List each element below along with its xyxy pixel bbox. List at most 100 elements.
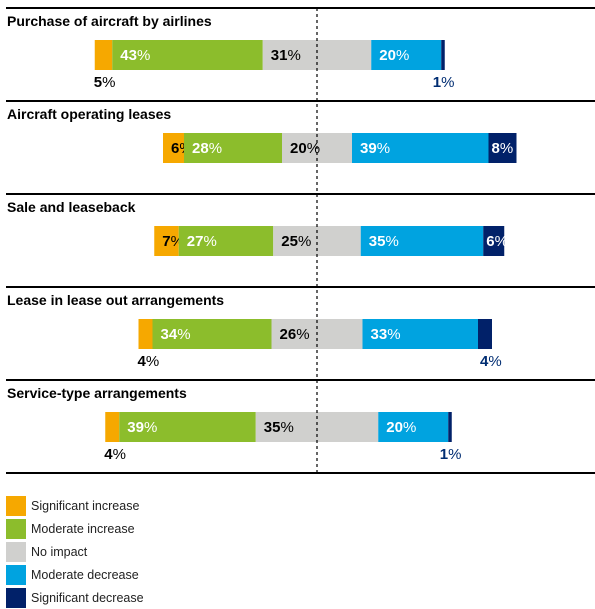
data-label-number: 4: [104, 446, 113, 463]
data-label-number: 43: [120, 47, 137, 64]
bar-moderate-increase: [184, 133, 282, 163]
data-label-number: 7: [162, 233, 170, 250]
data-label-unit: %: [307, 140, 320, 157]
legend-label: Significant increase: [31, 498, 140, 513]
data-label-unit: %: [385, 233, 398, 250]
data-label-number: 39: [360, 140, 377, 157]
data-label: 39%: [127, 419, 157, 436]
bar-moderate-increase: [112, 40, 263, 70]
legend-swatch: [6, 564, 26, 585]
data-label-number: 8: [492, 140, 500, 157]
data-label-number: 39: [127, 419, 144, 436]
data-label-unit: %: [113, 446, 126, 463]
data-label: 34%: [161, 326, 191, 343]
data-label: 5%: [94, 74, 116, 91]
bar-significant-increase: [105, 412, 120, 442]
data-label-unit: %: [209, 140, 222, 157]
data-label-unit: %: [500, 140, 513, 157]
bar-significant-decrease: [478, 319, 492, 349]
bar-significant-decrease: [483, 226, 505, 256]
bar-moderate-decrease: [378, 412, 449, 442]
legend-label: Moderate increase: [31, 521, 135, 536]
data-label: 20%: [379, 47, 409, 64]
data-label-number: 20: [379, 47, 396, 64]
data-label: 28%: [192, 140, 222, 157]
bar-significant-increase: [154, 226, 179, 256]
legend-item: Moderate increase: [6, 517, 306, 540]
category-title: Lease in lease out arrangements: [7, 292, 224, 308]
data-label-number: 35: [264, 419, 281, 436]
data-label: 39%: [360, 140, 390, 157]
data-label: 4%: [104, 446, 126, 463]
legend-item: Significant decrease: [6, 586, 306, 609]
bar-significant-decrease: [488, 133, 517, 163]
data-label-number: 27: [187, 233, 204, 250]
row-1: Purchase of aircraft by airlines 5%43% 31%…: [7, 13, 454, 91]
data-label: 1%: [433, 74, 455, 91]
bar-moderate-increase: [178, 226, 274, 256]
category-title: Purchase of aircraft by airlines: [7, 13, 212, 29]
data-label-number: 35: [369, 233, 386, 250]
data-label: 20%: [386, 419, 416, 436]
bar-significant-increase: [138, 319, 153, 349]
data-label: 6%: [486, 233, 508, 250]
data-label: 4%: [138, 353, 160, 370]
legend: Significant increase Moderate increase No …: [6, 494, 306, 609]
data-label-unit: %: [403, 419, 416, 436]
legend-item: No impact: [6, 540, 306, 563]
data-label: 27%: [187, 233, 217, 250]
data-label-unit: %: [488, 353, 501, 370]
data-label-unit: %: [396, 47, 409, 64]
data-label-number: 31: [271, 47, 288, 64]
legend-swatch: [6, 587, 26, 608]
data-label-unit: %: [296, 326, 309, 343]
data-label-unit: %: [177, 326, 190, 343]
data-label-unit: %: [146, 353, 159, 370]
data-label-unit: %: [377, 140, 390, 157]
data-label: 20%: [290, 140, 320, 157]
category-title: Service-type arrangements: [7, 385, 187, 401]
data-label: 35%: [369, 233, 399, 250]
data-label-number: 25: [281, 233, 298, 250]
data-label-number: 6: [486, 233, 494, 250]
data-label-number: 26: [280, 326, 297, 343]
data-label: 31%: [271, 47, 301, 64]
data-label-number: 1: [433, 74, 441, 91]
data-label-unit: %: [280, 419, 293, 436]
data-label: 25%: [281, 233, 311, 250]
bar-significant-increase: [94, 40, 113, 70]
legend-label: Significant decrease: [31, 590, 144, 605]
bar-significant-decrease: [448, 412, 452, 442]
data-label-number: 33: [371, 326, 388, 343]
legend-swatch: [6, 495, 26, 516]
data-label-number: 4: [138, 353, 147, 370]
data-label-unit: %: [203, 233, 216, 250]
data-label: 26%: [280, 326, 310, 343]
data-label-number: 20: [386, 419, 403, 436]
legend-item: Moderate decrease: [6, 563, 306, 586]
data-label: 8%: [492, 140, 514, 157]
data-label: 33%: [371, 326, 401, 343]
data-label: 1%: [440, 446, 462, 463]
data-label-number: 20: [290, 140, 307, 157]
bar-significant-increase: [163, 133, 184, 163]
legend-label: Moderate decrease: [31, 567, 139, 582]
data-label-number: 34: [161, 326, 178, 343]
data-label-unit: %: [387, 326, 400, 343]
data-label-unit: %: [448, 446, 461, 463]
data-label-unit: %: [441, 74, 454, 91]
bar-moderate-decrease: [360, 226, 484, 256]
bar-moderate-increase: [119, 412, 256, 442]
legend-label: No impact: [31, 544, 88, 559]
legend-swatch: [6, 518, 26, 539]
data-label-unit: %: [495, 233, 508, 250]
data-label: 35%: [264, 419, 294, 436]
legend-item: Significant increase: [6, 494, 306, 517]
data-label-number: 4: [480, 353, 489, 370]
data-label-number: 6: [171, 140, 179, 157]
